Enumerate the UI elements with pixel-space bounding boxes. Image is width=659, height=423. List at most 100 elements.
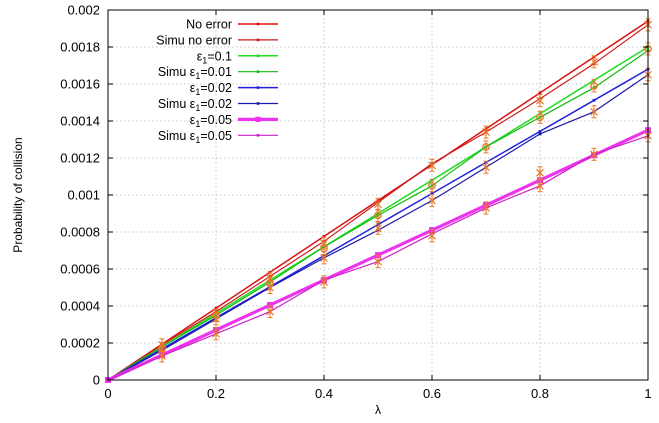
sim-marker-circle xyxy=(536,113,544,122)
x-tick-label: 0 xyxy=(104,386,111,401)
data-point xyxy=(322,235,326,238)
sim-marker-star xyxy=(482,128,490,137)
x-tick-label: 1 xyxy=(644,386,651,401)
plot-series xyxy=(105,18,652,383)
legend-label-base: Simu ε xyxy=(158,97,196,111)
x-axis-label: λ xyxy=(375,403,381,417)
sim-marker-star xyxy=(428,231,436,240)
sim-marker-star xyxy=(536,96,544,105)
simulation-markers-3 xyxy=(158,42,652,356)
legend-item: Simu ε1=0.02 xyxy=(158,97,278,113)
legend-swatch-point xyxy=(256,86,260,89)
legend-label: Simu no error xyxy=(156,33,232,47)
legend-label: Simu ε1=0.05 xyxy=(158,129,232,145)
sim-marker-star xyxy=(320,253,328,262)
legend-label-suffix: =0.1 xyxy=(207,49,232,63)
legend-label: ε1=0.02 xyxy=(190,81,232,97)
x-tick-label: 0.2 xyxy=(207,386,225,401)
legend-swatch-point xyxy=(256,38,260,42)
legend-label-subscript: 1 xyxy=(195,103,200,113)
sim-marker-star xyxy=(428,196,436,205)
simulation-markers-5 xyxy=(158,68,652,356)
legend-swatch-point xyxy=(256,134,260,137)
legend-swatch-point xyxy=(256,70,260,73)
data-point xyxy=(538,129,542,133)
sim-marker-star xyxy=(428,161,436,170)
sim-marker-star xyxy=(320,277,328,286)
legend-label: ε1=0.05 xyxy=(190,113,232,129)
legend-item: Simu no error xyxy=(156,33,278,47)
sim-marker-star xyxy=(266,307,274,316)
y-tick-label: 0.0002 xyxy=(60,336,100,351)
sim-marker-star xyxy=(212,314,220,323)
axis-ticks: 0 0.2 0.4 0.6 0.8 1 0 0.0002 0.0004 0.0006 0.0008 0… xyxy=(60,3,651,402)
data-point xyxy=(538,132,542,136)
legend-label: Simu ε1=0.02 xyxy=(158,97,232,113)
legend-label-base: ε xyxy=(190,81,196,95)
y-tick-label: 0.0018 xyxy=(60,40,100,55)
legend-label: ε1=0.1 xyxy=(197,49,232,65)
legend-swatch-point xyxy=(256,22,260,26)
y-tick-label: 0.0014 xyxy=(60,114,100,129)
sim-marker-star xyxy=(158,351,166,360)
legend-label-base: Simu ε xyxy=(158,65,196,79)
y-tick-label: 0 xyxy=(93,373,100,388)
y-tick-label: 0.002 xyxy=(67,3,100,18)
y-tick-label: 0.0012 xyxy=(60,151,100,166)
sim-marker-star xyxy=(212,329,220,338)
legend-label-suffix: =0.02 xyxy=(200,97,232,111)
legend-label: No error xyxy=(186,18,232,32)
legend-item: Simu ε1=0.01 xyxy=(158,65,278,81)
sim-marker-star xyxy=(590,57,598,66)
sim-marker-star xyxy=(590,107,598,116)
legend-label-base: No error xyxy=(186,18,232,32)
sim-marker-circle xyxy=(590,81,598,90)
legend-label-subscript: 1 xyxy=(195,119,200,129)
data-point xyxy=(592,98,596,102)
legend-swatch-point xyxy=(255,116,261,122)
x-tick-label: 0.4 xyxy=(315,386,333,401)
y-tick-label: 0.0006 xyxy=(60,262,100,277)
sim-marker-circle xyxy=(428,181,436,190)
sim-marker-star xyxy=(482,203,490,212)
legend-label-base: ε xyxy=(197,49,203,63)
simulation-markers-7 xyxy=(158,129,652,363)
legend-label-subscript: 1 xyxy=(195,135,200,145)
legend-label-subscript: 1 xyxy=(195,71,200,81)
legend-item: ε1=0.05 xyxy=(190,113,278,129)
y-tick-label: 0.0016 xyxy=(60,77,100,92)
data-point xyxy=(214,306,218,310)
legend-swatch-point xyxy=(256,54,260,58)
legend-item: Simu ε1=0.05 xyxy=(158,129,278,145)
legend-label-suffix: =0.01 xyxy=(200,65,232,79)
y-axis-label: Probability of collision xyxy=(11,137,25,252)
x-tick-label: 0.8 xyxy=(531,386,549,401)
x-tick-label: 0.6 xyxy=(423,386,441,401)
sim-marker-star xyxy=(590,150,598,159)
y-tick-label: 0.0008 xyxy=(60,225,100,240)
sim-marker-star xyxy=(536,168,544,177)
sim-marker-circle xyxy=(374,211,382,220)
legend-swatch-point xyxy=(256,102,260,105)
legend-item: ε1=0.02 xyxy=(190,81,278,97)
legend-label-suffix: =0.02 xyxy=(200,81,232,95)
legend-label-base: Simu no error xyxy=(156,33,232,47)
sim-marker-star xyxy=(266,283,274,292)
sim-marker-star xyxy=(374,224,382,233)
y-tick-label: 0.0004 xyxy=(60,299,100,314)
data-point xyxy=(430,192,434,195)
legend-label-suffix: =0.05 xyxy=(200,113,232,127)
sim-marker-circle xyxy=(482,142,490,151)
sim-marker-star xyxy=(482,163,490,172)
legend-label-subscript: 1 xyxy=(195,87,200,97)
legend-label-suffix: =0.05 xyxy=(200,129,232,143)
legend-item: ε1=0.1 xyxy=(197,49,278,65)
data-point xyxy=(538,91,542,95)
legend-label-base: ε xyxy=(190,113,196,127)
y-tick-label: 0.001 xyxy=(67,188,100,203)
legend-item: No error xyxy=(186,18,278,32)
sim-marker-star xyxy=(374,200,382,209)
sim-marker-star xyxy=(536,181,544,190)
